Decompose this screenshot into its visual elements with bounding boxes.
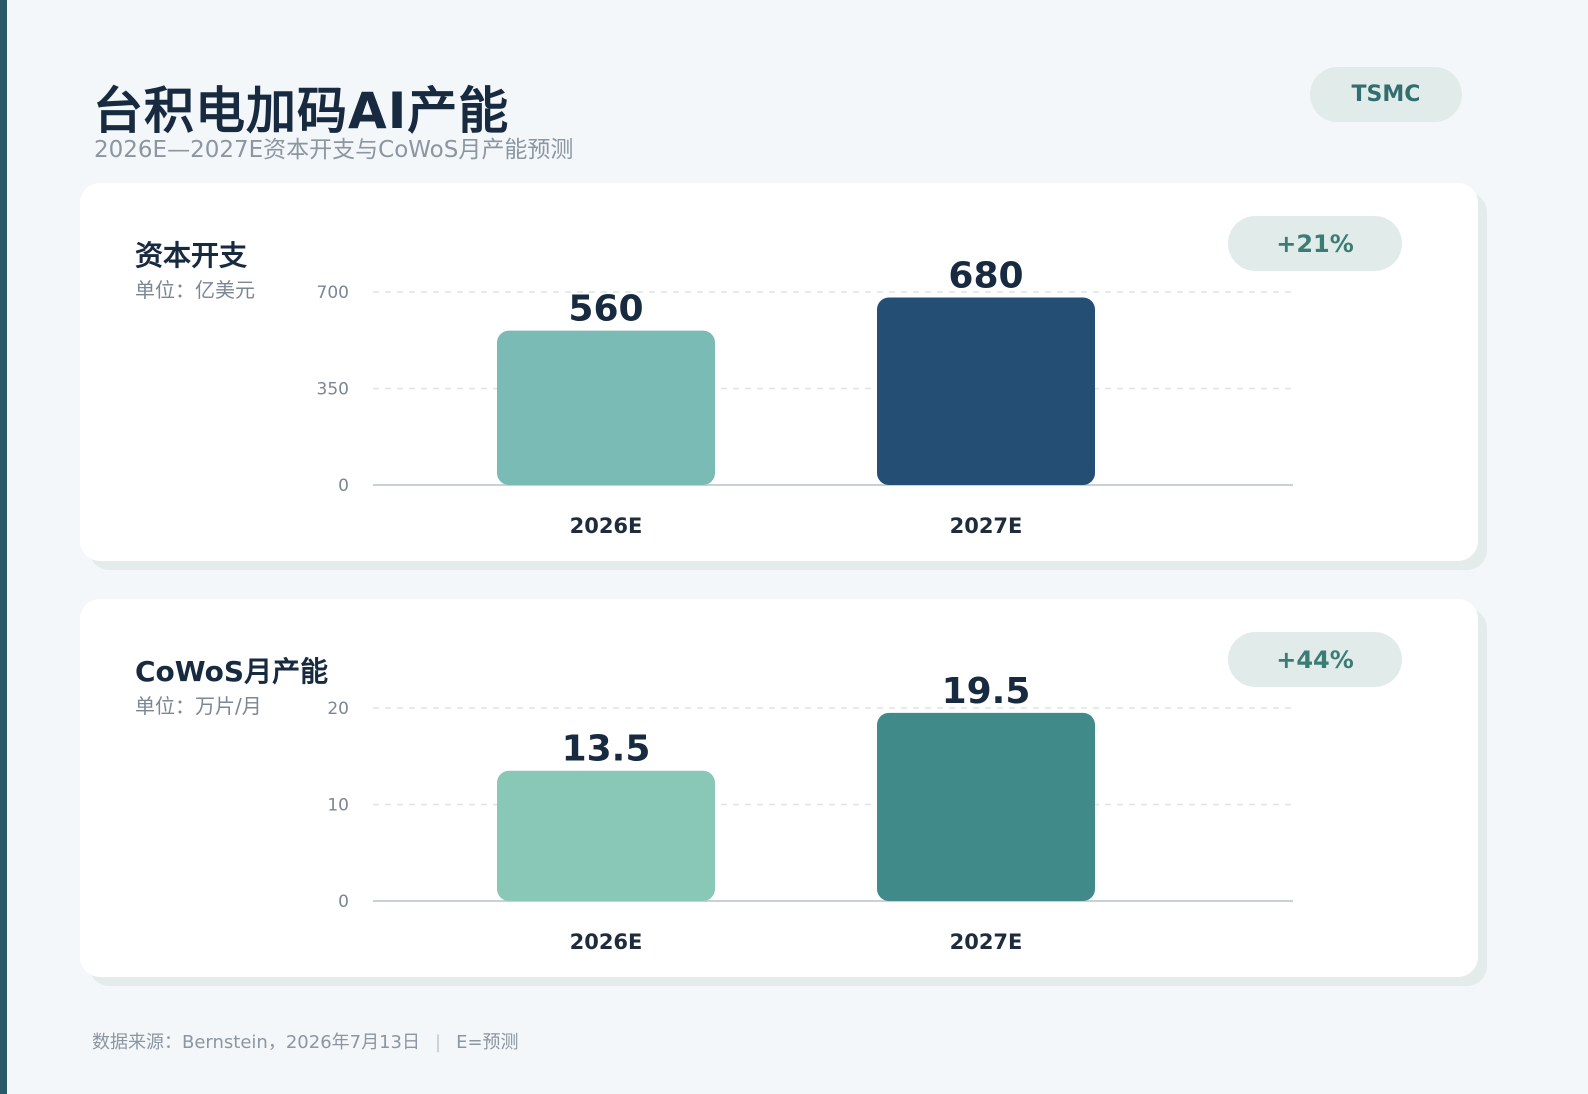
capex-value-label: 680 (948, 256, 1023, 297)
capex-y-tick-label: 700 (317, 283, 349, 303)
cowos-chart-card: CoWoS月产能 单位：万片/月 +44% 0 10 20 13.5 2026E 19.5… (80, 599, 1478, 977)
cowos-chart-title: CoWoS月产能 (135, 655, 329, 688)
cowos-value-label: 13.5 (562, 729, 651, 770)
capex-bar-2027E (877, 297, 1095, 485)
capex-x-tick-label: 2026E (570, 514, 643, 538)
capex-x-tick-label: 2027E (950, 514, 1023, 538)
cowos-growth-badge: +44% (1228, 632, 1402, 687)
footer-source: 数据来源：Bernstein，2026年7月13日 (92, 1032, 420, 1053)
capex-bar-chart: 0 350 700 560 2026E 680 2027E (317, 256, 1293, 538)
page-title: 台积电加码AI产能 (93, 82, 510, 140)
footer-separator: | (435, 1032, 442, 1053)
footer: 数据来源：Bernstein，2026年7月13日 | E=预测 (92, 1030, 519, 1056)
cowos-x-tick-label: 2027E (950, 930, 1023, 954)
company-tag: TSMC (1310, 67, 1462, 122)
cowos-unit-label: 单位：万片/月 (135, 694, 262, 718)
capex-y-tick-label: 350 (317, 380, 349, 400)
cowos-y-tick-label: 10 (327, 796, 349, 816)
capex-chart-card: 资本开支 单位：亿美元 +21% 0 350 700 560 2026E 680 2027E (80, 183, 1478, 561)
cowos-y-tick-label: 20 (327, 699, 349, 719)
cowos-bar-2027E (877, 712, 1095, 901)
cowos-x-tick-label: 2026E (570, 930, 643, 954)
capex-value-label: 560 (568, 289, 643, 330)
cowos-y-tick-label: 0 (338, 892, 349, 912)
capex-chart-title: 资本开支 (135, 239, 248, 272)
cowos-bar-2026E (497, 770, 715, 901)
cowos-value-label: 19.5 (942, 671, 1031, 712)
capex-y-tick-label: 0 (338, 476, 349, 496)
capex-growth-badge: +21% (1228, 216, 1402, 271)
page-subtitle: 2026E—2027E资本开支与CoWoS月产能预测 (94, 137, 574, 163)
cowos-bar-chart: 0 10 20 13.5 2026E 19.5 2027E (327, 671, 1293, 954)
capex-bar-2026E (497, 330, 715, 485)
footer-note: E=预测 (456, 1032, 519, 1053)
left-accent-bar (0, 0, 7, 1094)
capex-unit-label: 单位：亿美元 (135, 278, 255, 302)
